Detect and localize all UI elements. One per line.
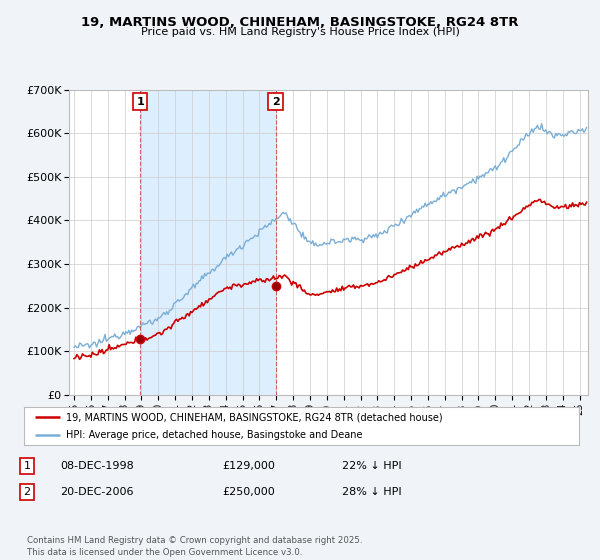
Text: HPI: Average price, detached house, Basingstoke and Deane: HPI: Average price, detached house, Basi…: [65, 430, 362, 440]
Text: 1: 1: [23, 461, 31, 471]
Text: 22% ↓ HPI: 22% ↓ HPI: [342, 461, 401, 471]
Text: 28% ↓ HPI: 28% ↓ HPI: [342, 487, 401, 497]
Text: Price paid vs. HM Land Registry's House Price Index (HPI): Price paid vs. HM Land Registry's House …: [140, 27, 460, 37]
Text: £250,000: £250,000: [222, 487, 275, 497]
Text: 1: 1: [136, 97, 144, 107]
Text: £129,000: £129,000: [222, 461, 275, 471]
Text: 19, MARTINS WOOD, CHINEHAM, BASINGSTOKE, RG24 8TR (detached house): 19, MARTINS WOOD, CHINEHAM, BASINGSTOKE,…: [65, 412, 442, 422]
Text: 20-DEC-2006: 20-DEC-2006: [60, 487, 133, 497]
Text: 2: 2: [272, 97, 280, 107]
Text: 19, MARTINS WOOD, CHINEHAM, BASINGSTOKE, RG24 8TR: 19, MARTINS WOOD, CHINEHAM, BASINGSTOKE,…: [81, 16, 519, 29]
Bar: [140, 90, 275, 395]
Text: 2: 2: [23, 487, 31, 497]
Text: Contains HM Land Registry data © Crown copyright and database right 2025.
This d: Contains HM Land Registry data © Crown c…: [27, 536, 362, 557]
Text: 08-DEC-1998: 08-DEC-1998: [60, 461, 134, 471]
